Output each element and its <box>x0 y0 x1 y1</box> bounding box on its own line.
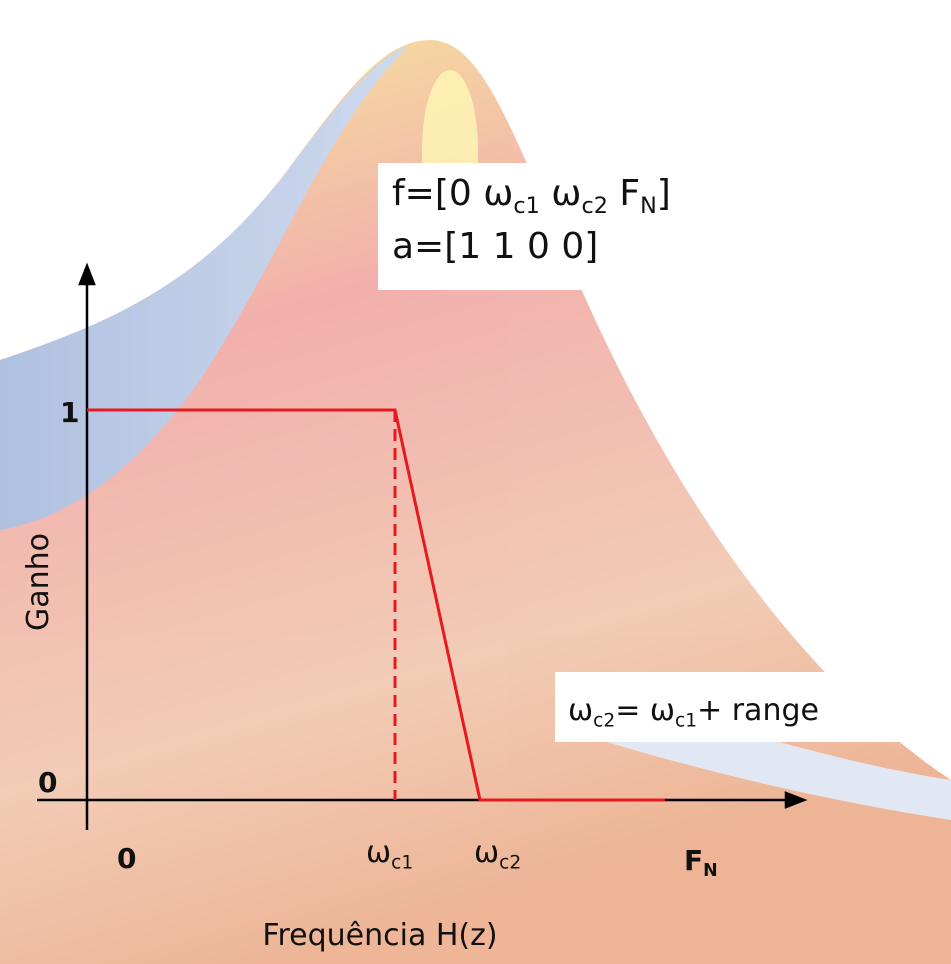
slide: f=[0 ωc1 ωc2 FN] a=[1 1 0 0] ωc2= ωc1+ r… <box>0 0 951 964</box>
text-run: F <box>608 173 640 214</box>
subscript: c1 <box>675 711 697 732</box>
range-box: ωc2= ωc1+ range <box>555 672 905 742</box>
text-run: ] <box>657 173 671 214</box>
text-run: ω <box>366 835 391 870</box>
text-run: ω <box>540 173 582 214</box>
text-run: + range <box>697 693 819 728</box>
formula-line-2: a=[1 1 0 0] <box>392 226 598 267</box>
text-run: = ω <box>615 693 675 728</box>
x-axis-title: Frequência H(z) <box>262 918 497 953</box>
formula-box: f=[0 ωc1 ωc2 FN] a=[1 1 0 0] <box>378 163 743 290</box>
text-run: f=[0 ω <box>392 173 513 214</box>
subscript: c1 <box>391 853 413 874</box>
x-label-0: 0 <box>117 842 136 875</box>
subscript: N <box>640 193 657 219</box>
text-run: ω <box>474 835 499 870</box>
subscript: N <box>703 861 718 881</box>
subscript: c2 <box>499 853 521 874</box>
subscript: c1 <box>513 193 539 219</box>
y-arrow <box>80 266 94 284</box>
subscript: c2 <box>581 193 607 219</box>
text-run: ω <box>568 693 593 728</box>
y-axis-title: Ganho <box>21 533 56 631</box>
y-label-0: 0 <box>38 766 57 799</box>
text-run: F <box>684 844 703 877</box>
y-label-1: 1 <box>60 396 79 429</box>
subscript: c2 <box>593 711 615 732</box>
